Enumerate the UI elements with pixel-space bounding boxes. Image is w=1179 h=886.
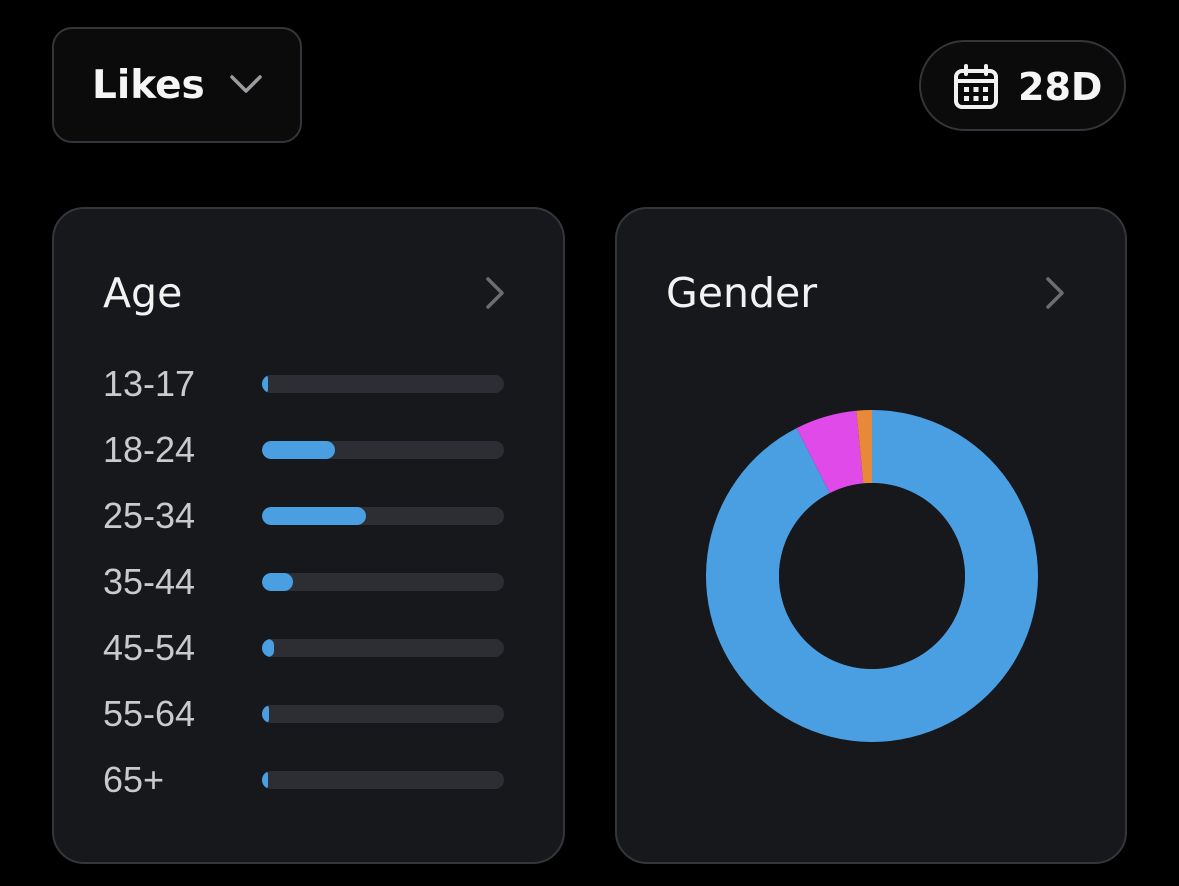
gender-card[interactable]: Gender: [615, 207, 1127, 864]
metric-select-label: Likes: [92, 62, 205, 108]
gender-donut-segment: [856, 410, 872, 484]
age-bar-track: [262, 639, 504, 657]
date-range-button[interactable]: 28D: [919, 40, 1126, 131]
gender-donut-chart: [706, 410, 1038, 742]
chevron-right-icon[interactable]: [482, 274, 508, 312]
age-row-label: 18-24: [103, 429, 196, 470]
age-bar-fill: [262, 771, 269, 789]
gender-donut-hole: [779, 483, 965, 669]
age-bar-track: [262, 375, 504, 393]
age-bar-track: [262, 441, 504, 459]
age-row: 45-54: [54, 623, 563, 673]
age-row-label: 45-54: [103, 627, 196, 668]
age-row-label: 35-44: [103, 561, 196, 602]
age-bar-fill: [262, 441, 335, 459]
age-bar-track: [262, 507, 504, 525]
age-bar-fill: [262, 705, 270, 723]
gender-donut-segment: [796, 410, 864, 494]
chevron-down-icon: [230, 75, 262, 93]
gender-card-title: Gender: [666, 269, 818, 317]
age-bar-fill: [262, 573, 294, 591]
age-bar-track: [262, 705, 504, 723]
age-row: 25-34: [54, 491, 563, 541]
age-row-label: 13-17: [103, 363, 196, 404]
date-range-label: 28D: [1018, 65, 1103, 109]
age-row: 13-17: [54, 359, 563, 409]
calendar-icon: [954, 64, 998, 109]
age-card[interactable]: Age 13-17 18-24 25-34 35-44 45-54 55-64 65+: [52, 207, 565, 864]
age-bar-fill: [262, 375, 269, 393]
age-bar-fill: [262, 639, 275, 657]
age-row-label: 65+: [103, 759, 165, 800]
age-bar-fill: [262, 507, 367, 525]
age-row: 18-24: [54, 425, 563, 475]
gender-donut-segment: [706, 410, 1038, 742]
age-row: 35-44: [54, 557, 563, 607]
age-row-label: 25-34: [103, 495, 196, 536]
chevron-right-icon[interactable]: [1042, 274, 1068, 312]
age-bar-track: [262, 573, 504, 591]
age-bar-track: [262, 771, 504, 789]
metric-select[interactable]: Likes: [52, 27, 302, 143]
age-row: 55-64: [54, 689, 563, 739]
age-row: 65+: [54, 755, 563, 805]
age-card-title: Age: [103, 269, 183, 317]
age-row-label: 55-64: [103, 693, 196, 734]
